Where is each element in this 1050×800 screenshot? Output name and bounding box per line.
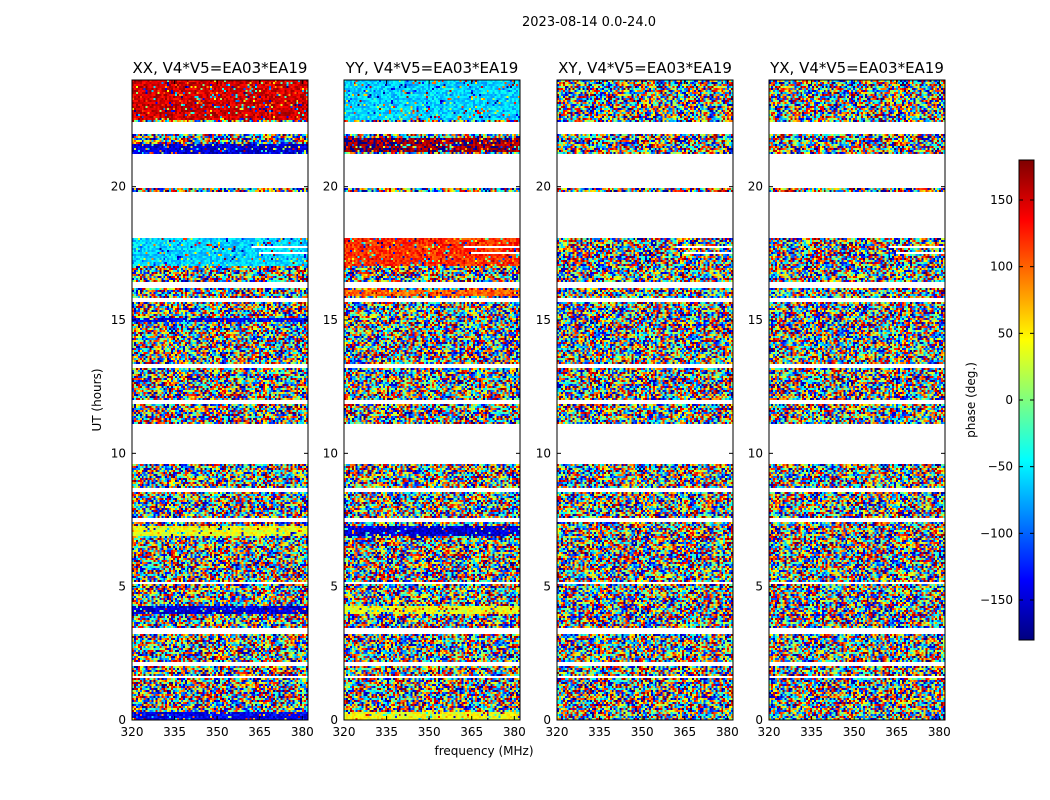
colorbar-tick-label: 100 bbox=[990, 260, 1013, 274]
panel-0-frame bbox=[131, 79, 309, 721]
panel-3-ytick-label: 15 bbox=[748, 313, 763, 327]
panel-1-frame bbox=[343, 79, 521, 721]
colorbar-label: phase (deg.) bbox=[964, 362, 978, 438]
panel-3-ytick-label: 5 bbox=[755, 580, 763, 594]
colorbar-tick-label: −150 bbox=[980, 593, 1013, 607]
panel-1: YY, V4*V5=EA03*EA19 320 335 350 365 380 0 5 10 15… bbox=[323, 59, 526, 739]
panel-1-ytick-label: 10 bbox=[323, 446, 338, 460]
panel-0-xtick-label: 365 bbox=[248, 725, 271, 739]
panel-3: YX, V4*V5=EA03*EA19 320 335 350 365 380 0 5 10 15… bbox=[748, 59, 951, 739]
panel-3-heatmap bbox=[769, 80, 945, 720]
panel-2-ytick-label: 5 bbox=[543, 580, 551, 594]
panel-1-ytick-label: 0 bbox=[330, 713, 338, 727]
panel-0-ytick-label: 15 bbox=[111, 313, 126, 327]
panel-2-ytick-label: 10 bbox=[536, 446, 551, 460]
panel-0-ytick-label: 20 bbox=[111, 180, 126, 194]
panel-2-xtick-label: 365 bbox=[673, 725, 696, 739]
panel-1-title: YY, V4*V5=EA03*EA19 bbox=[345, 59, 519, 77]
panel-0-title: XX, V4*V5=EA03*EA19 bbox=[133, 59, 308, 77]
panel-1-ytick-label: 5 bbox=[330, 580, 338, 594]
panel-0-xtick-label: 320 bbox=[121, 725, 144, 739]
colorbar-tick-label: −50 bbox=[988, 460, 1013, 474]
colorbar-tick-label: 150 bbox=[990, 193, 1013, 207]
panel-0-xtick-label: 350 bbox=[206, 725, 229, 739]
panel-2: XY, V4*V5=EA03*EA19 320 335 350 365 380 0 5 10 15… bbox=[536, 59, 739, 739]
panel-3-ytick-label: 0 bbox=[755, 713, 763, 727]
panels: XX, V4*V5=EA03*EA19 320 335 350 365 380 0 5 10 15… bbox=[111, 59, 951, 739]
x-axis-label: frequency (MHz) bbox=[434, 744, 533, 758]
panel-2-xtick-label: 350 bbox=[631, 725, 654, 739]
colorbar-tick-label: 50 bbox=[998, 326, 1013, 340]
panel-3-xtick-label: 320 bbox=[758, 725, 781, 739]
panel-1-ytick-label: 20 bbox=[323, 180, 338, 194]
figure-suptitle: 2023-08-14 0.0-24.0 bbox=[522, 15, 656, 30]
panel-1-xtick-label: 335 bbox=[375, 725, 398, 739]
panel-2-ytick-label: 15 bbox=[536, 313, 551, 327]
panel-2-heatmap bbox=[557, 80, 733, 720]
colorbar: 150 100 50 0 −50 −100 −150 bbox=[980, 159, 1035, 641]
colorbar-fill bbox=[1019, 160, 1034, 640]
panel-0-ytick-label: 5 bbox=[118, 580, 126, 594]
panel-0-ytick-label: 0 bbox=[118, 713, 126, 727]
panel-0-heatmap bbox=[132, 80, 308, 720]
panel-1-ytick-label: 15 bbox=[323, 313, 338, 327]
panel-0-ytick-label: 10 bbox=[111, 446, 126, 460]
colorbar-tick-label: −100 bbox=[980, 526, 1013, 540]
panel-0-xtick-label: 380 bbox=[291, 725, 314, 739]
panel-3-ytick-label: 20 bbox=[748, 180, 763, 194]
panel-2-xtick-label: 320 bbox=[546, 725, 569, 739]
panel-3-xtick-label: 380 bbox=[928, 725, 951, 739]
panel-1-xtick-label: 320 bbox=[333, 725, 356, 739]
panel-1-xtick-label: 350 bbox=[418, 725, 441, 739]
panel-2-title: XY, V4*V5=EA03*EA19 bbox=[558, 59, 732, 77]
panel-3-title: YX, V4*V5=EA03*EA19 bbox=[769, 59, 944, 77]
panel-3-ytick-label: 10 bbox=[748, 446, 763, 460]
panel-1-heatmap bbox=[344, 80, 520, 720]
panel-3-frame bbox=[768, 79, 946, 721]
panel-3-xtick-label: 365 bbox=[885, 725, 908, 739]
panel-3-xtick-label: 350 bbox=[843, 725, 866, 739]
colorbar-tick-label: 0 bbox=[1005, 393, 1013, 407]
panel-0: XX, V4*V5=EA03*EA19 320 335 350 365 380 0 5 10 15… bbox=[111, 59, 314, 739]
panel-0-xtick-label: 335 bbox=[163, 725, 186, 739]
y-axis-label: UT (hours) bbox=[90, 368, 104, 431]
panel-2-xtick-label: 380 bbox=[716, 725, 739, 739]
panel-2-frame bbox=[556, 79, 734, 721]
panel-1-xtick-label: 380 bbox=[503, 725, 526, 739]
panel-2-ytick-label: 0 bbox=[543, 713, 551, 727]
panel-3-xtick-label: 335 bbox=[800, 725, 823, 739]
panel-2-xtick-label: 335 bbox=[588, 725, 611, 739]
panel-1-xtick-label: 365 bbox=[460, 725, 483, 739]
panel-2-ytick-label: 20 bbox=[536, 180, 551, 194]
